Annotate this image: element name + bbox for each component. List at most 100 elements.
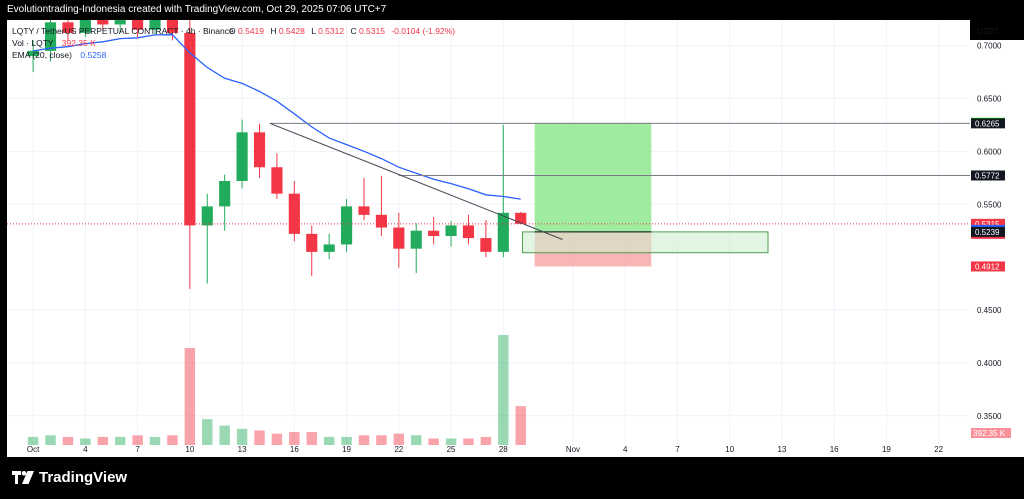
volume-tag-label: 392.35 K (973, 429, 1006, 438)
candle-body (236, 132, 248, 181)
legend-open: 0.5419 (238, 26, 264, 36)
time-tick-label: 10 (185, 445, 194, 454)
price-tag-bg (971, 118, 1005, 129)
price-tag-bg (971, 170, 1005, 181)
chart-credit-bar: Evolutiontrading-Indonesia created with … (0, 0, 1024, 20)
candle-body (497, 212, 509, 252)
candle-body (288, 193, 300, 234)
chart-area[interactable]: LQTY / TetherUS PERPETUAL CONTRACT · 4h … (0, 0, 1024, 457)
price-tick-label: 0.6000 (977, 147, 1002, 156)
price-tag-label: 0.4912 (975, 262, 1000, 271)
candle-body (393, 227, 405, 249)
volume-bar (289, 432, 300, 445)
position-tool[interactable] (521, 122, 769, 267)
candle-body (410, 230, 422, 249)
volume-bar (167, 435, 178, 445)
volume-bar (393, 433, 405, 445)
volume-bar (236, 428, 248, 445)
price-tags: 0.62700.62650.57720.531503:53:530.52580.… (971, 117, 1011, 438)
volume-tag-bg (971, 428, 1011, 438)
time-tick-label: 16 (830, 445, 839, 454)
volume-bar (341, 436, 352, 445)
volume-bar (149, 436, 161, 445)
legend-close: 0.5315 (359, 26, 385, 36)
candle-body (97, 13, 109, 25)
legend-close-label: C (350, 26, 356, 36)
candle-body (201, 206, 213, 226)
time-tick-label: 7 (135, 445, 140, 454)
time-tick-label: 4 (83, 445, 88, 454)
brand-name: TradingView (39, 469, 128, 486)
candlestick-chart[interactable]: LQTY / TetherUS PERPETUAL CONTRACT · 4h … (0, 0, 1024, 457)
volume-bar (480, 436, 492, 445)
legend-high-label: H (270, 26, 276, 36)
candle-body (445, 225, 457, 236)
ema-line (33, 34, 521, 200)
tradingview-logo-icon (12, 471, 34, 484)
legend-symbol: LQTY / TetherUS PERPETUAL CONTRACT · 4h … (12, 26, 234, 36)
time-tick-label: 7 (675, 445, 680, 454)
time-tick-label: 22 (934, 445, 943, 454)
drawings[interactable] (7, 34, 970, 240)
candle-body (375, 214, 387, 228)
volume-bar (80, 438, 91, 445)
legend-low-label: L (311, 26, 316, 36)
trendline (269, 122, 563, 240)
candle-body (358, 206, 370, 215)
price-tag-bg (971, 226, 1005, 237)
price-axis[interactable]: USDT 0.7000 0.6500 0.6000 0.5500 0.4500 0.400… (970, 27, 1024, 457)
volume-bar (219, 425, 230, 445)
candle-body (166, 7, 179, 33)
volume-bar (132, 435, 143, 445)
time-axis-bg (7, 445, 970, 457)
candle-body (114, 8, 126, 25)
time-tick-label: 4 (623, 445, 628, 454)
time-tick-label: 19 (882, 445, 891, 454)
tradingview-logo[interactable]: TradingView (12, 469, 127, 486)
price-tick-label: 0.7000 (977, 42, 1002, 51)
candles (27, 0, 527, 289)
candle-body (341, 206, 353, 245)
volume-bar (97, 436, 109, 445)
candle-body (271, 167, 283, 194)
legend: LQTY / TetherUS PERPETUAL CONTRACT · 4h … (12, 26, 455, 60)
candle-body (184, 32, 196, 226)
volume-bar (498, 335, 509, 445)
time-tick-label: 28 (499, 445, 508, 454)
candle-body (62, 22, 74, 33)
volume-bar (445, 438, 457, 445)
candle-body (306, 233, 318, 252)
volume-bar (27, 436, 39, 445)
price-tick-label: 0.4500 (977, 306, 1002, 315)
time-tick-label: 13 (777, 445, 786, 454)
time-tick-label: 16 (290, 445, 299, 454)
volume-bar (463, 438, 474, 445)
volume-bar (202, 419, 213, 445)
time-tick-label: Oct (27, 445, 40, 454)
time-axis[interactable]: Oct 4 7 10 13 16 19 22 25 28 Nov 4 7 10 13 16 19 22 (7, 445, 970, 457)
time-tick-label: Nov (566, 445, 580, 454)
legend-ema-label: EMA (20, close) (12, 50, 72, 60)
volume-bar (45, 435, 56, 445)
volume-bar (306, 432, 317, 445)
entry-range-box (521, 231, 769, 254)
volume-bar (428, 438, 439, 445)
footer: TradingView (0, 457, 1024, 499)
price-tag-bg (971, 261, 1005, 272)
legend-open-label: O (229, 26, 236, 36)
price-tag-label: 0.5239 (975, 228, 1000, 237)
price-tick-label: 0.3500 (977, 412, 1002, 421)
price-tick-label: 0.6500 (977, 94, 1002, 103)
legend-high: 0.5428 (279, 26, 305, 36)
chart-credit: Evolutiontrading-Indonesia created with … (7, 4, 387, 15)
time-tick-label: 10 (725, 445, 734, 454)
time-tick-label: 13 (238, 445, 247, 454)
svg-text:Vol · LQTY 392.35 K: Vol · LQTY 392.35 K (12, 38, 96, 48)
volume-bar (62, 436, 74, 445)
candle-body (428, 230, 440, 236)
candle-body (44, 22, 57, 51)
volume-bar (323, 436, 335, 445)
legend-ema: 0.5258 (80, 50, 106, 60)
volume-bars (27, 335, 526, 445)
candle-body (253, 132, 266, 168)
